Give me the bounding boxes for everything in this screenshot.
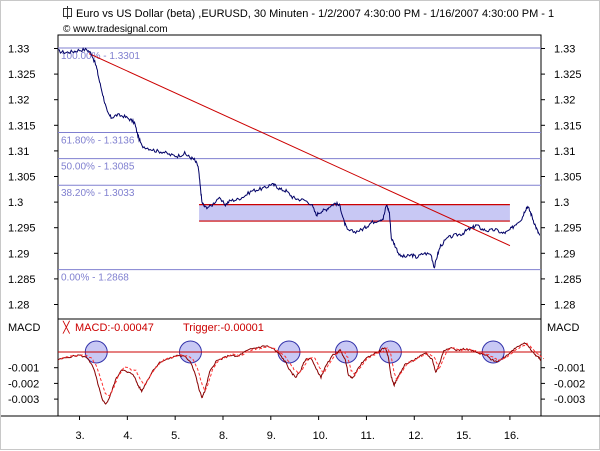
x-tick-label: 9. bbox=[267, 430, 276, 442]
y-tick-label-right: 1.315 bbox=[554, 120, 582, 132]
y-tick-label-left: 1.33 bbox=[8, 44, 29, 56]
chart-symbol-icon[interactable] bbox=[63, 6, 72, 19]
fibonacci-label: 61.80% - 1.3136 bbox=[61, 135, 135, 146]
y-tick-label-left: 1.285 bbox=[8, 274, 36, 286]
x-tick-label: 5. bbox=[171, 430, 180, 442]
fibonacci-label: 50.00% - 1.3085 bbox=[61, 162, 135, 173]
trigger-series-line bbox=[60, 342, 545, 396]
y-tick-label-left: 1.32 bbox=[8, 95, 29, 107]
copyright-label: © www.tradesignal.com bbox=[63, 24, 168, 35]
macd-legend-trigger: Trigger:-0.00001 bbox=[183, 322, 264, 334]
chart-title: Euro vs US Dollar (beta) ,EURUSD, 30 Min… bbox=[76, 8, 555, 20]
y-tick-label-left: 1.305 bbox=[8, 172, 36, 184]
macd-label-right: MACD bbox=[547, 322, 579, 334]
y-tick-label-left: 1.28 bbox=[8, 300, 29, 312]
price-panel-frame bbox=[57, 34, 542, 320]
y-tick-label-right: 1.325 bbox=[554, 69, 582, 81]
y-tick-label-right: 1.295 bbox=[554, 223, 582, 235]
x-tick-label: 11. bbox=[360, 430, 374, 442]
y-tick-label-left: 1.29 bbox=[8, 248, 29, 260]
chart-header: Euro vs US Dollar (beta) ,EURUSD, 30 Min… bbox=[63, 6, 555, 20]
fibonacci-label: 100.00% - 1.3301 bbox=[61, 51, 140, 62]
y-tick-label-right: 1.28 bbox=[554, 300, 575, 312]
y-tick-label-right: 1.285 bbox=[554, 274, 582, 286]
x-tick-label: 10. bbox=[313, 430, 328, 442]
y-tick-label-left: 1.325 bbox=[8, 69, 36, 81]
macd-y-tick-label-left: -0.002 bbox=[8, 378, 39, 390]
x-tick-label: 16. bbox=[504, 430, 519, 442]
macd-y-tick-label-right: -0.001 bbox=[554, 363, 585, 375]
y-tick-label-left: 1.31 bbox=[8, 146, 29, 158]
fibonacci-label: 38.20% - 1.3033 bbox=[61, 188, 135, 199]
x-tick-label: 3. bbox=[76, 430, 85, 442]
y-tick-label-left: 1.295 bbox=[8, 223, 36, 235]
fibonacci-label: 0.00% - 1.2868 bbox=[61, 273, 129, 284]
price-series-line bbox=[57, 47, 541, 269]
macd-y-tick-label-left: -0.003 bbox=[8, 394, 39, 406]
macd-label-left: MACD bbox=[8, 322, 40, 334]
macd-y-tick-label-right: -0.002 bbox=[554, 378, 585, 390]
y-tick-label-right: 1.29 bbox=[554, 248, 575, 260]
macd-y-tick-label-left: -0.001 bbox=[8, 363, 39, 375]
x-tick-label: 12. bbox=[408, 430, 423, 442]
y-tick-label-right: 1.305 bbox=[554, 172, 582, 184]
x-tick-label: 15. bbox=[456, 430, 471, 442]
x-tick-label: 4. bbox=[123, 430, 132, 442]
macd-legend-icon: ╳ bbox=[62, 320, 71, 334]
y-tick-label-right: 1.31 bbox=[554, 146, 575, 158]
macd-y-tick-label-right: -0.003 bbox=[554, 394, 585, 406]
y-tick-label-right: 1.33 bbox=[554, 44, 575, 56]
trendline bbox=[88, 53, 511, 247]
y-tick-label-right: 1.32 bbox=[554, 95, 575, 107]
range-box bbox=[199, 204, 510, 222]
y-tick-label-left: 1.315 bbox=[8, 120, 36, 132]
y-tick-label-left: 1.3 bbox=[8, 197, 23, 209]
macd-legend-macd: MACD:-0.00047 bbox=[75, 322, 154, 334]
y-tick-label-right: 1.3 bbox=[554, 197, 569, 209]
x-tick-label: 8. bbox=[219, 430, 228, 442]
